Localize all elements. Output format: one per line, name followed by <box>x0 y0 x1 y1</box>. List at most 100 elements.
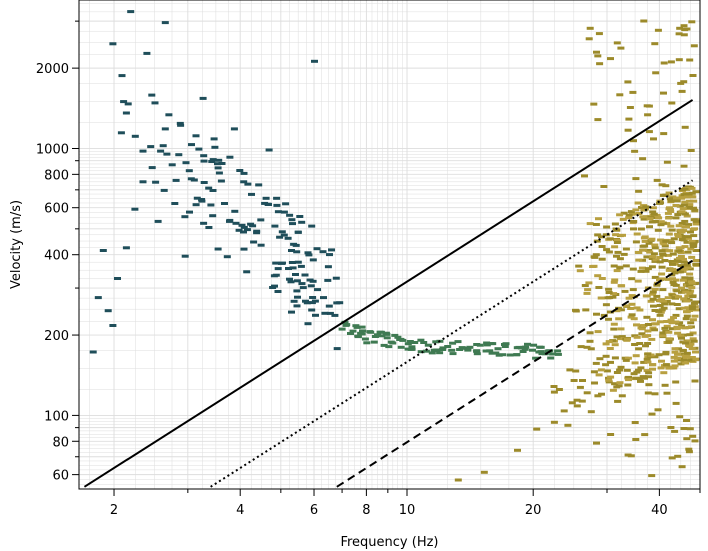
low-frequency-point <box>232 221 240 225</box>
y-tick-label: 1000 <box>36 142 69 157</box>
high-frequency-point <box>640 360 648 364</box>
low-frequency-point <box>214 166 222 170</box>
high-frequency-point <box>632 177 640 181</box>
high-frequency-point <box>672 380 680 384</box>
low-frequency-point <box>185 169 193 173</box>
low-frequency-point <box>99 249 107 252</box>
high-frequency-point <box>590 102 598 106</box>
high-frequency-point <box>629 288 637 292</box>
fundamental-mode-point <box>549 352 557 356</box>
high-frequency-point <box>640 19 648 23</box>
high-frequency-point <box>649 210 657 214</box>
low-frequency-point <box>261 201 269 205</box>
low-frequency-point <box>311 59 318 63</box>
high-frequency-point <box>631 149 639 153</box>
high-frequency-point <box>688 186 696 190</box>
high-frequency-point <box>674 352 682 356</box>
low-frequency-point <box>297 264 305 268</box>
low-frequency-point <box>248 192 255 196</box>
low-frequency-point <box>215 171 223 175</box>
fundamental-mode-point <box>359 329 366 333</box>
high-frequency-point <box>660 91 667 95</box>
fundamental-mode-point <box>433 348 441 352</box>
high-frequency-point <box>683 299 691 303</box>
high-frequency-point <box>675 224 683 228</box>
high-frequency-point <box>689 195 697 199</box>
high-frequency-point <box>688 20 696 24</box>
fundamental-mode-point <box>473 349 481 353</box>
high-frequency-point <box>692 190 700 194</box>
high-frequency-point <box>596 357 604 361</box>
high-frequency-point <box>592 361 600 365</box>
low-frequency-point <box>226 155 234 159</box>
high-frequency-point <box>673 327 681 331</box>
fundamental-mode-point <box>354 335 362 339</box>
high-frequency-point <box>672 401 680 405</box>
low-frequency-point <box>200 221 208 225</box>
high-frequency-point <box>652 71 660 75</box>
high-frequency-point <box>687 149 695 152</box>
low-frequency-point <box>274 290 282 293</box>
high-frequency-point <box>597 368 605 372</box>
low-frequency-point <box>282 202 290 206</box>
high-frequency-point <box>668 228 676 232</box>
high-frequency-point <box>655 353 663 357</box>
low-frequency-point <box>198 199 206 203</box>
fundamental-mode-point <box>506 353 514 357</box>
low-frequency-point <box>286 277 293 281</box>
high-frequency-point <box>642 294 650 298</box>
low-frequency-point <box>271 284 278 288</box>
high-frequency-point <box>665 337 673 341</box>
high-frequency-point <box>680 260 688 264</box>
high-frequency-point <box>689 434 697 438</box>
high-frequency-point <box>667 208 674 212</box>
high-frequency-point <box>560 409 568 413</box>
high-frequency-point <box>681 245 689 249</box>
high-frequency-point <box>620 211 628 215</box>
high-frequency-point <box>643 215 650 219</box>
high-frequency-point <box>622 264 630 268</box>
fundamental-mode-point <box>529 348 536 352</box>
fundamental-mode-point <box>502 342 510 346</box>
high-frequency-point <box>595 32 603 36</box>
high-frequency-point <box>661 383 669 387</box>
high-frequency-point <box>677 255 685 258</box>
high-frequency-point <box>593 441 600 445</box>
fundamental-mode-point <box>547 356 555 360</box>
low-frequency-point <box>89 350 97 354</box>
high-frequency-point <box>655 216 663 220</box>
high-frequency-point <box>607 57 614 61</box>
high-frequency-point <box>667 318 675 322</box>
fundamental-mode-point <box>530 343 538 347</box>
low-frequency-point <box>218 162 226 165</box>
fundamental-mode-point <box>417 350 425 354</box>
low-frequency-point <box>152 180 160 184</box>
fundamental-mode-point <box>449 352 457 356</box>
x-tick-label: 4 <box>236 503 244 518</box>
high-frequency-point <box>663 320 671 323</box>
high-frequency-point <box>614 399 622 403</box>
fundamental-mode-point <box>399 338 407 342</box>
low-frequency-point <box>304 251 312 255</box>
low-frequency-point <box>214 247 222 251</box>
high-frequency-point <box>677 264 685 268</box>
high-frequency-point <box>686 276 694 280</box>
high-frequency-point <box>611 356 619 360</box>
low-frequency-point <box>298 282 306 286</box>
high-frequency-point <box>683 437 691 441</box>
high-frequency-point <box>649 318 656 322</box>
high-frequency-point <box>681 212 689 216</box>
high-frequency-point <box>628 302 636 306</box>
high-frequency-point <box>595 217 602 221</box>
high-frequency-point <box>674 454 682 458</box>
fundamental-mode-point <box>448 348 456 352</box>
low-frequency-point <box>240 247 248 251</box>
fundamental-mode-point <box>408 347 416 351</box>
high-frequency-point <box>639 375 647 379</box>
high-frequency-point <box>635 258 643 262</box>
high-frequency-point <box>670 283 678 287</box>
y-tick-label: 400 <box>44 249 69 264</box>
high-frequency-point <box>689 337 697 341</box>
high-frequency-point <box>613 335 621 339</box>
high-frequency-point <box>644 342 652 345</box>
